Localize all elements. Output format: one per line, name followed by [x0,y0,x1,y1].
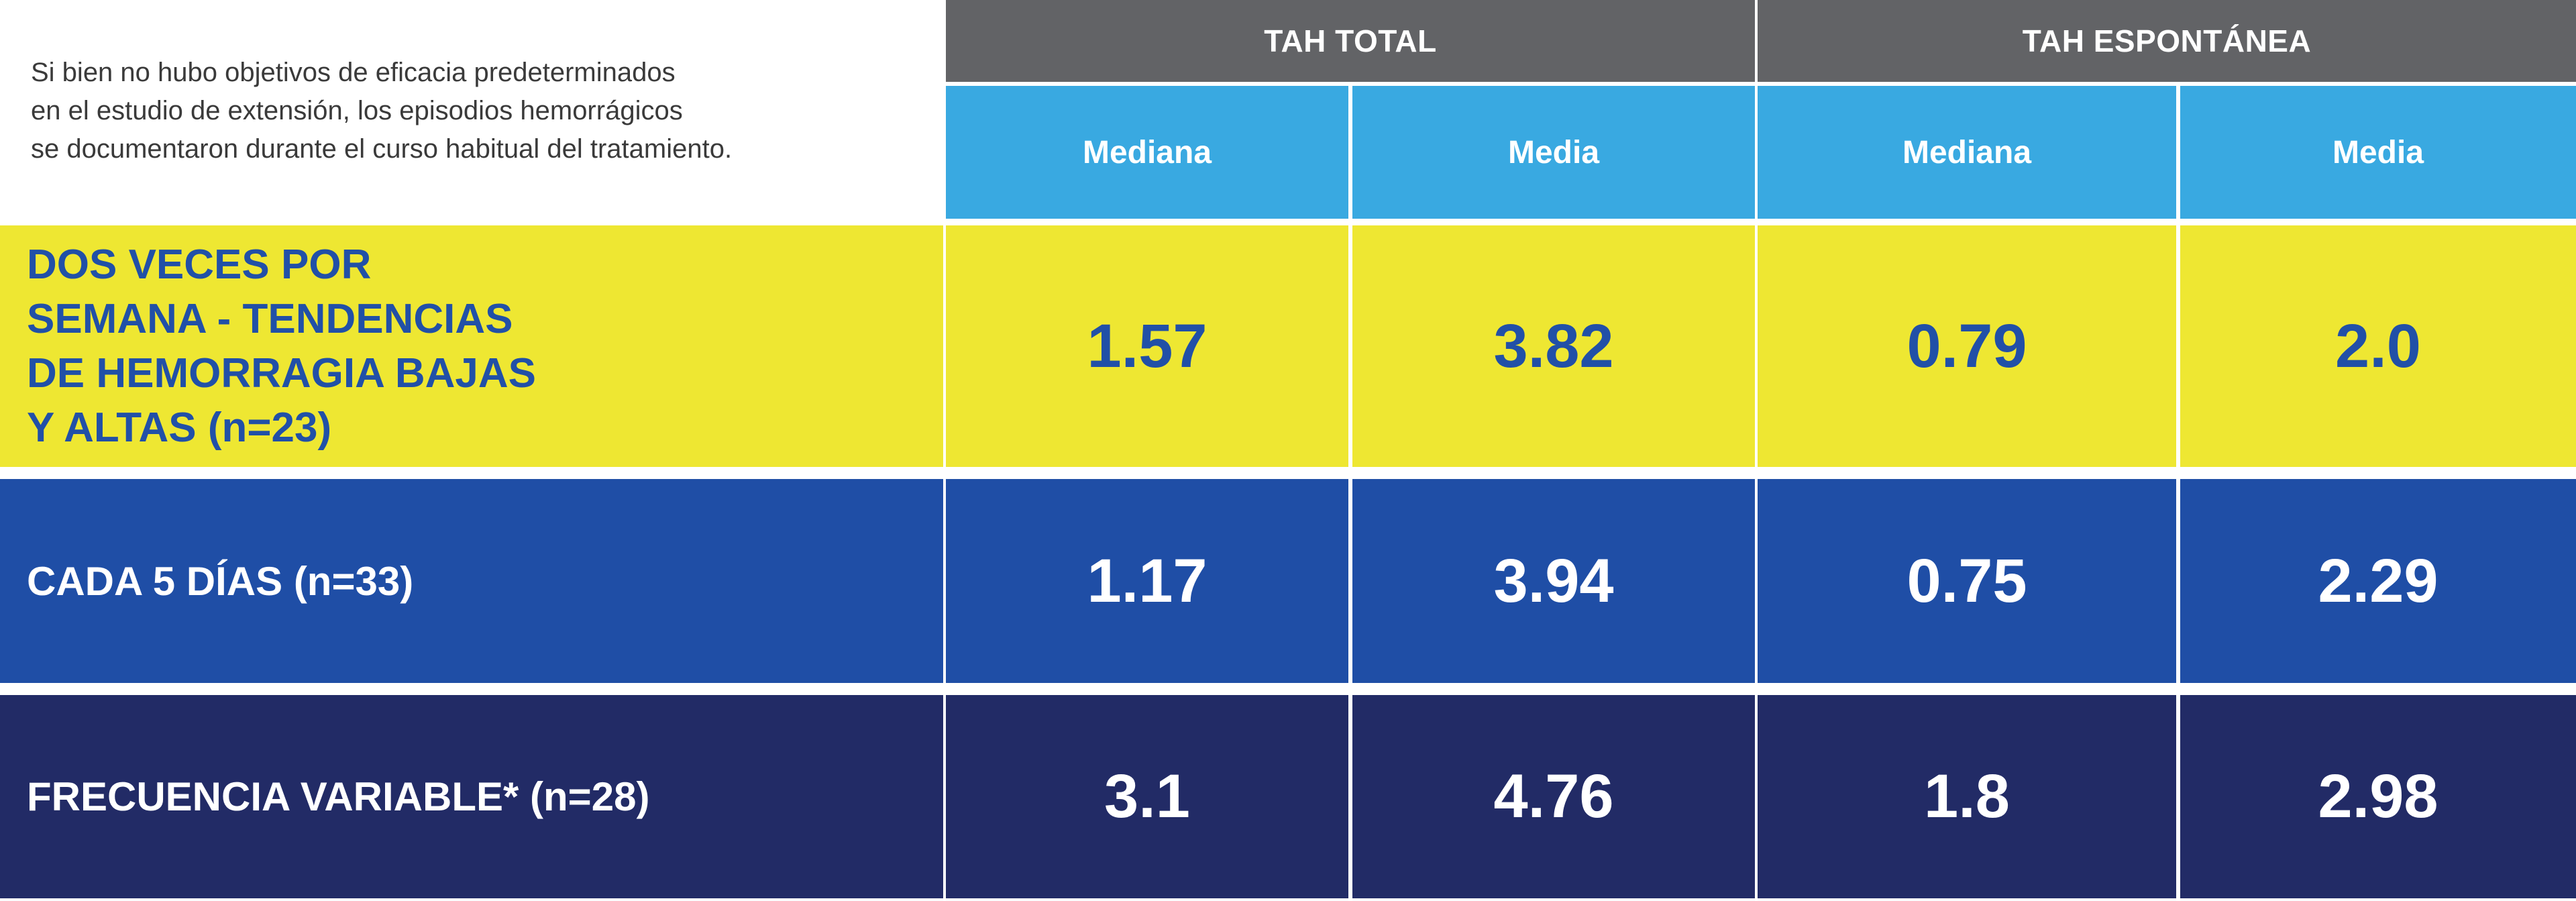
intro-note: Si bien no hubo objetivos de eficacia pr… [31,57,733,164]
subheader-tah-espontanea-media: Media [2180,86,2576,219]
subheader-tah-total-mediana: Mediana [946,86,1348,219]
cell-row2-tah-espontanea-mediana: 0.75 [1758,479,2176,683]
subheader-tah-espontanea-mediana: Mediana [1758,86,2176,219]
cell-row1-tah-espontanea-media: 2.0 [2180,225,2576,467]
cell-row2-tah-espontanea-media: 2.29 [2180,479,2576,683]
cell-row1-tah-total-mediana: 1.57 [946,225,1348,467]
cell-row3-tah-espontanea-mediana: 1.8 [1758,695,2176,898]
row-label-cada-5-dias: CADA 5 DÍAS (n=33) [0,479,943,683]
row-label-dos-veces: DOS VECES POR SEMANA - TENDENCIAS DE HEM… [0,225,943,467]
cell-row3-tah-total-mediana: 3.1 [946,695,1348,898]
cell-row1-tah-total-media: 3.82 [1352,225,1755,467]
cell-row1-tah-espontanea-mediana: 0.79 [1758,225,2176,467]
cell-row3-tah-espontanea-media: 2.98 [2180,695,2576,898]
group-header-tah-espontanea: TAH ESPONTÁNEA [1758,0,2576,82]
subheader-tah-total-media: Media [1352,86,1755,219]
row-label-frecuencia-variable: FRECUENCIA VARIABLE* (n=28) [0,695,943,898]
intro-note-cell: Si bien no hubo objetivos de eficacia pr… [0,0,943,221]
cell-row2-tah-total-mediana: 1.17 [946,479,1348,683]
group-header-tah-total: TAH TOTAL [946,0,1755,82]
cell-row3-tah-total-media: 4.76 [1352,695,1755,898]
cell-row2-tah-total-media: 3.94 [1352,479,1755,683]
